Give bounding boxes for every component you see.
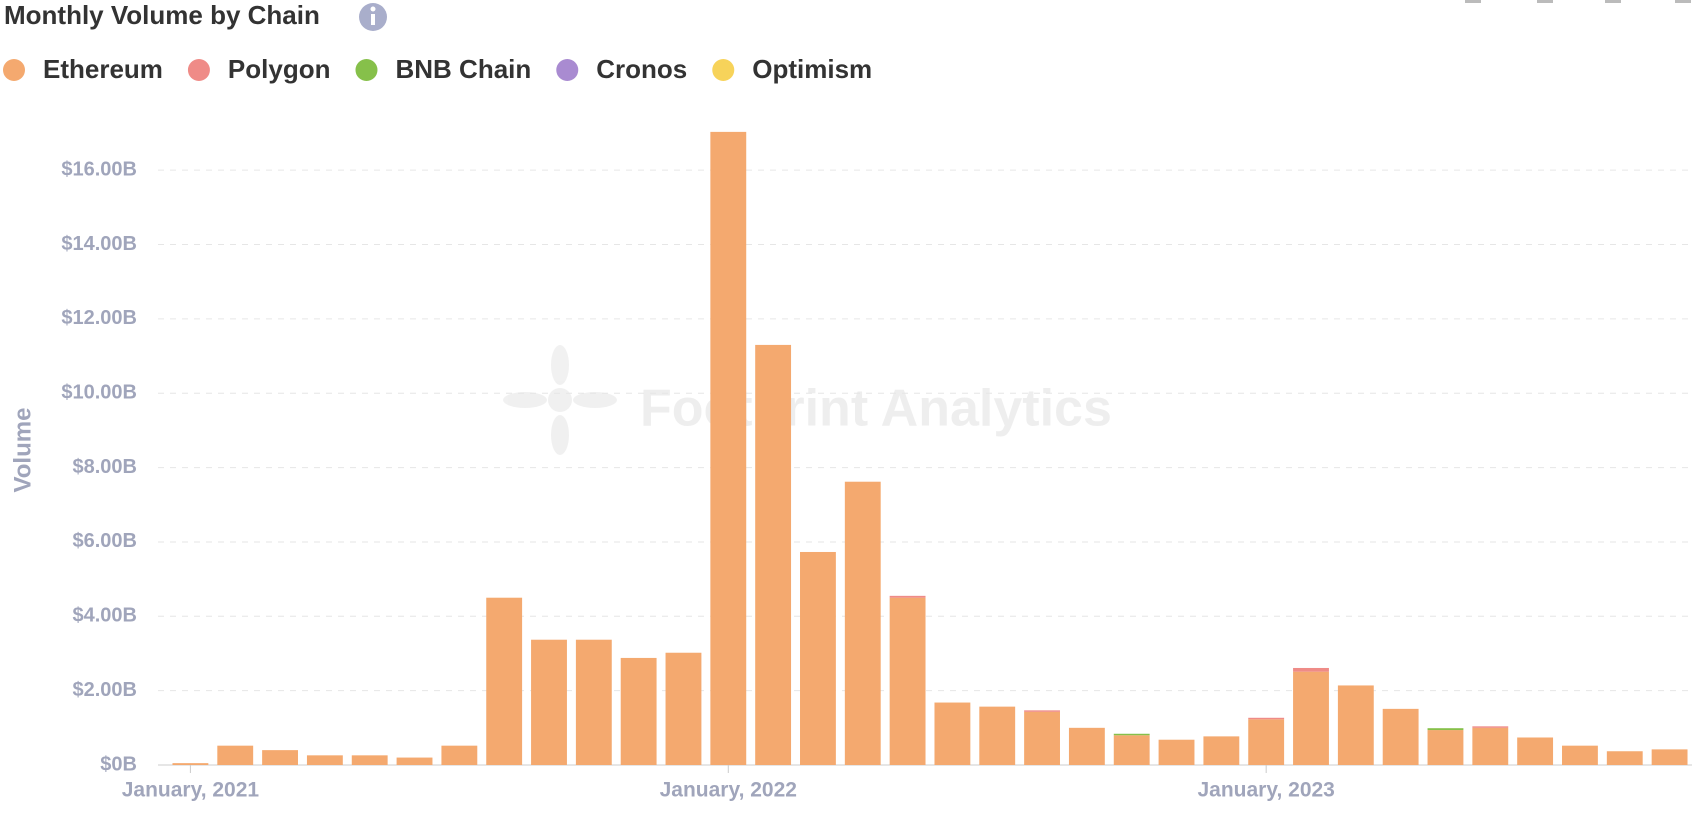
bar-segment (306, 755, 343, 765)
legend-label: Ethereum (43, 54, 163, 84)
legend-label: BNB Chain (395, 54, 531, 84)
watermark-logo (548, 388, 572, 412)
legend-swatch (3, 59, 25, 81)
bar-segment (1113, 733, 1150, 736)
bar-segment (351, 755, 388, 765)
bar-segment (441, 745, 478, 765)
y-tick-label: $16.00B (61, 158, 137, 180)
toolbar-icon[interactable] (1465, 0, 1481, 3)
y-tick-label: $4.00B (73, 605, 138, 627)
x-tick-label: January, 2022 (660, 779, 797, 802)
bar-segment (1158, 739, 1195, 765)
bar-segment (1293, 667, 1329, 672)
bar-segment (1606, 751, 1643, 765)
bar-segment (575, 639, 612, 765)
bar-segment (1203, 736, 1240, 765)
bar-segment (1068, 727, 1105, 765)
y-tick-label: $8.00B (73, 456, 138, 478)
bar-segment (844, 481, 881, 765)
watermark-logo (573, 392, 617, 408)
bar-segment (889, 595, 926, 598)
bar-segment (1382, 708, 1419, 765)
bar-segment (396, 757, 433, 765)
y-tick-label: $12.00B (61, 307, 137, 329)
bar-segment (531, 639, 567, 765)
bar-segment (1024, 711, 1060, 765)
watermark-logo (551, 345, 569, 385)
bar-segment (1024, 710, 1060, 712)
bar-segment (1427, 730, 1464, 765)
bar-segment (665, 652, 702, 765)
legend-swatch (187, 59, 210, 81)
y-tick-label: $10.00B (61, 382, 137, 404)
toolbar-icon[interactable] (1675, 0, 1691, 3)
legend-swatch (556, 59, 579, 81)
bar-segment (1113, 735, 1150, 765)
toolbar[interactable] (1465, 0, 1691, 3)
watermark: Footprint Analytics (503, 345, 1112, 455)
bar-segment (486, 597, 523, 765)
bar-segment (1248, 717, 1285, 720)
bar-segment (800, 551, 836, 765)
y-tick-label: $6.00B (73, 530, 138, 552)
y-tick-label: $0B (100, 753, 137, 775)
bar-segment (1517, 737, 1554, 765)
bar-segment (755, 344, 792, 765)
watermark-logo (551, 415, 569, 455)
y-tick-label: $14.00B (61, 233, 137, 255)
y-axis-label: Volume (9, 408, 36, 493)
legend-label: Cronos (596, 54, 687, 84)
toolbar-icon[interactable] (1537, 0, 1553, 3)
bar-segment (217, 745, 254, 765)
x-tick-label: January, 2023 (1197, 779, 1334, 802)
bar-segment (889, 597, 926, 765)
legend-swatch (355, 59, 378, 81)
watermark-logo (503, 392, 547, 408)
legend-label: Optimism (752, 54, 872, 84)
info-dot (370, 6, 376, 12)
bar-segment (710, 131, 747, 765)
info-stem (371, 14, 375, 25)
y-tick-label: $2.00B (73, 679, 138, 701)
bar-segment (1472, 726, 1509, 728)
bar-segment (934, 702, 971, 765)
bar-segment (1472, 727, 1509, 765)
bar-segment (1562, 745, 1598, 765)
x-tick-label: January, 2021 (122, 779, 260, 802)
bar-segment (620, 657, 657, 765)
legend-label: Polygon (228, 54, 331, 84)
toolbar-icon[interactable] (1605, 0, 1621, 3)
bar-segment (1248, 719, 1285, 765)
chart-title: Monthly Volume by Chain (4, 0, 320, 30)
bar-segment (1293, 671, 1329, 765)
bar-segment (1427, 728, 1464, 731)
bar-segment (262, 750, 298, 765)
bar-segment (172, 763, 209, 765)
bar-segment (1337, 685, 1374, 765)
bar-segment (979, 706, 1016, 765)
info-icon[interactable] (359, 3, 387, 31)
bar-segment (1651, 749, 1688, 765)
legend-swatch (712, 59, 735, 81)
